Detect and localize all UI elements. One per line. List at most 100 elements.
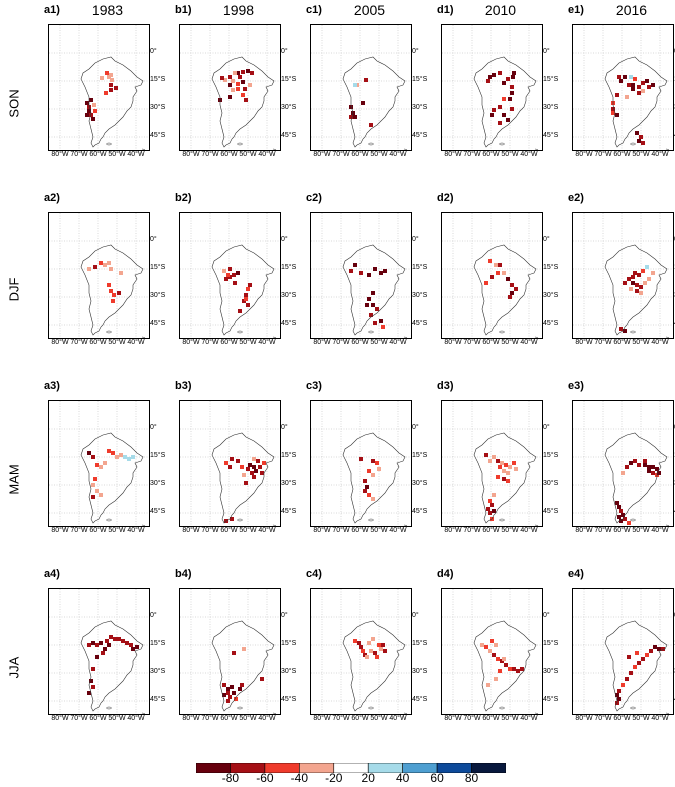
year-header-1998: 1998 xyxy=(222,2,255,18)
anomaly-cell xyxy=(224,461,228,465)
anomaly-cell xyxy=(236,87,240,91)
panel-label: a1) xyxy=(44,4,60,16)
anomaly-cell xyxy=(653,645,657,649)
anomaly-cell xyxy=(87,267,91,271)
anomaly-cell xyxy=(103,461,107,465)
anomaly-cell xyxy=(100,76,104,80)
map-panel-e2: e2)0°15°S30°S45°S80°W70°W60°W50°W40°W xyxy=(566,192,675,360)
longitude-label: 50°W xyxy=(108,715,126,722)
longitude-label: 70°W xyxy=(201,151,219,158)
longitude-label: 40°W xyxy=(389,527,407,534)
longitude-label: 40°W xyxy=(127,527,145,534)
longitude-label: 50°W xyxy=(239,151,257,158)
anomaly-cell xyxy=(619,509,623,513)
anomaly-cell xyxy=(621,513,625,517)
anomaly-cell xyxy=(99,641,103,645)
south-georgia xyxy=(534,712,539,714)
longitude-label: 40°W xyxy=(258,527,276,534)
anomaly-cell xyxy=(228,95,232,99)
latitude-label: 45°S xyxy=(412,508,428,515)
anomaly-cell xyxy=(109,88,113,92)
latitude-label: 30°S xyxy=(281,292,297,299)
anomaly-cell xyxy=(619,327,623,331)
anomaly-cell xyxy=(260,471,264,475)
anomaly-cell xyxy=(637,139,641,143)
anomaly-cell xyxy=(226,273,230,277)
latitude-label: 15°S xyxy=(412,452,428,459)
anomaly-cell xyxy=(649,649,653,653)
anomaly-cell xyxy=(91,455,95,459)
anomaly-cell xyxy=(506,471,510,475)
latitude-label: 15°S xyxy=(150,76,166,83)
anomaly-cell xyxy=(623,75,627,79)
latitude-label: 45°S xyxy=(281,696,297,703)
south-georgia xyxy=(534,524,539,526)
anomaly-cell xyxy=(250,71,254,75)
falkland-islands xyxy=(499,706,505,710)
falkland-islands xyxy=(106,330,112,334)
anomaly-cell xyxy=(222,693,226,697)
falkland-islands xyxy=(368,706,374,710)
anomaly-cell xyxy=(91,685,95,689)
anomaly-cell xyxy=(631,275,635,279)
longitude-label: 40°W xyxy=(520,339,538,346)
anomaly-cell xyxy=(379,647,383,651)
anomaly-cell xyxy=(488,75,492,79)
anomaly-cell xyxy=(244,297,248,301)
longitude-label: 80°W xyxy=(313,527,331,534)
anomaly-cell xyxy=(633,77,637,81)
longitude-label: 50°W xyxy=(632,527,650,534)
coastline xyxy=(604,620,668,712)
anomaly-cell xyxy=(510,85,514,89)
anomaly-cell xyxy=(117,291,121,295)
anomaly-cell xyxy=(502,469,506,473)
colorbar-tick-label: -60 xyxy=(256,771,274,785)
map-panel-c2: c2) 0° 15°S 30°S 45°S 80°W 70°W 60°W 50°W 40°W xyxy=(304,192,435,360)
anomaly-cell xyxy=(492,455,496,459)
map-panel-d1: d1) 0° 15°S 30°S 45°S 80°W 70°W 60°W 50°W 40°W xyxy=(435,4,566,172)
anomaly-cell xyxy=(228,75,232,79)
anomaly-cell xyxy=(95,463,99,467)
panel-label: d3) xyxy=(437,380,454,392)
south-georgia xyxy=(141,712,146,714)
anomaly-cell xyxy=(125,641,129,645)
anomaly-cell xyxy=(500,461,504,465)
anomaly-cell xyxy=(631,83,635,87)
anomaly-cell xyxy=(488,499,492,503)
anomaly-cell xyxy=(511,75,515,79)
longitude-label: 70°W xyxy=(70,339,88,346)
anomaly-cell xyxy=(498,465,502,469)
south-america-map xyxy=(48,588,150,715)
anomaly-cell xyxy=(228,465,232,469)
anomaly-cell xyxy=(353,83,357,87)
anomaly-cell xyxy=(383,649,387,653)
anomaly-cell xyxy=(637,273,641,277)
anomaly-cell xyxy=(615,113,619,117)
anomaly-cell xyxy=(641,81,645,85)
coastline xyxy=(604,432,668,524)
anomaly-cell xyxy=(230,685,234,689)
latitude-label: 45°S xyxy=(543,320,559,327)
anomaly-cell xyxy=(371,637,375,641)
latitude-label: 30°S xyxy=(412,668,428,675)
map-svg xyxy=(49,401,149,526)
longitude-label: 50°W xyxy=(370,715,388,722)
south-america-map xyxy=(179,24,281,151)
anomaly-cell xyxy=(371,497,375,501)
latitude-label: 0° xyxy=(150,236,157,243)
latitude-label: 30°S xyxy=(150,292,166,299)
anomaly-cell xyxy=(236,271,240,275)
anomaly-cell xyxy=(353,115,357,119)
longitude-label: 70°W xyxy=(594,151,612,158)
latitude-label: 30°S xyxy=(150,104,166,111)
anomaly-cell xyxy=(89,98,93,102)
anomaly-cell xyxy=(643,463,647,467)
south-georgia xyxy=(403,148,408,150)
anomaly-cell xyxy=(359,457,363,461)
longitude-label: 50°W xyxy=(108,527,126,534)
map-svg xyxy=(311,25,411,150)
anomaly-cell xyxy=(492,108,496,112)
anomaly-cell xyxy=(637,91,641,95)
anomaly-cell xyxy=(494,677,498,681)
latitude-label: 45°S xyxy=(543,696,559,703)
